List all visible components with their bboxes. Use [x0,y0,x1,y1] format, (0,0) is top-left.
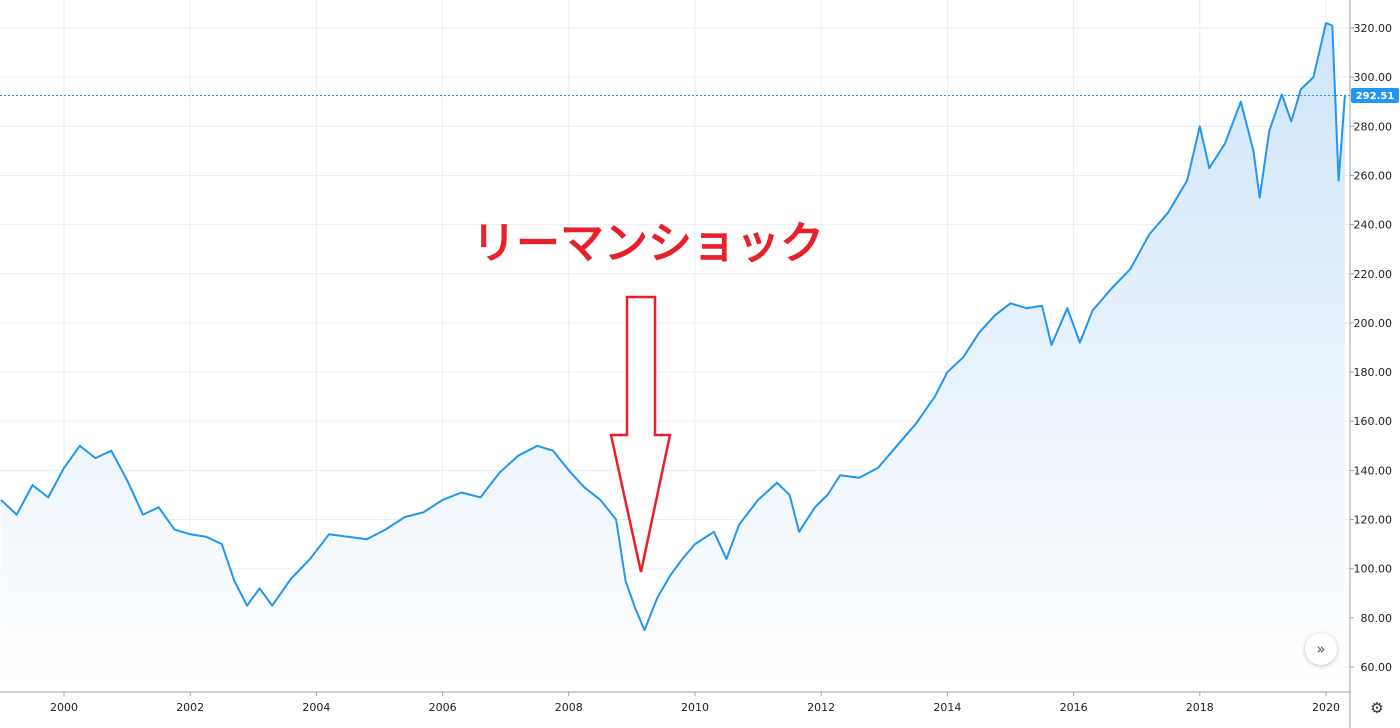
x-tick-label: 2012 [807,701,835,714]
y-tick-label: 120.00 [1354,514,1393,527]
last-price-tag-label: 292.51 [1356,91,1395,102]
annotation-group: リーマンショック [472,218,824,573]
y-tick-label: 260.00 [1354,169,1393,182]
y-tick-label: 300.00 [1354,71,1393,84]
x-tick-label: 2008 [555,701,583,714]
last-price-tag-box [1351,88,1399,104]
y-tick-label: 80.00 [1361,612,1393,625]
y-tick-label: 200.00 [1354,317,1393,330]
y-tick-label: 100.00 [1354,563,1393,576]
scroll-to-realtime-button[interactable]: » [1305,633,1337,665]
x-tick-label: 2000 [50,701,78,714]
y-tick-label: 140.00 [1354,464,1393,477]
y-tick-label: 180.00 [1354,366,1393,379]
x-tick-label: 2020 [1312,701,1340,714]
price-line[interactable] [0,22,1346,632]
double-chevron-right-icon: » [1316,640,1326,658]
x-tick-label: 2010 [681,701,709,714]
price-area-fill [0,23,1345,693]
axes [0,0,1351,728]
y-tick-label: 220.00 [1354,268,1393,281]
x-tick-label: 2014 [933,701,961,714]
y-tick-label: 240.00 [1354,219,1393,232]
y-tick-label: 160.00 [1354,415,1393,428]
y-tick-label: 280.00 [1354,120,1393,133]
y-tick-label: 320.00 [1354,22,1393,35]
last-price-tag: 292.51 [1351,88,1399,104]
y-tick-label: 60.00 [1361,661,1393,674]
x-tick-label: 2002 [176,701,204,714]
gear-icon: ⚙ [1370,699,1384,717]
annotation-arrow-icon [609,295,672,573]
annotation-label: リーマンショック [472,218,824,269]
y-axis-ticks: 60.00 80.00 100.00 120.00 140.00 160.00 180.00… [1350,22,1392,674]
x-tick-label: 2018 [1186,701,1214,714]
x-tick-label: 2004 [302,701,330,714]
x-tick-label: 2006 [429,701,457,714]
settings-button[interactable]: ⚙ [1366,697,1388,719]
x-tick-label: 2016 [1060,701,1088,714]
x-axis-ticks: 2000 2002 2004 2006 2008 2010 2012 2014 2016 2018… [50,692,1340,714]
